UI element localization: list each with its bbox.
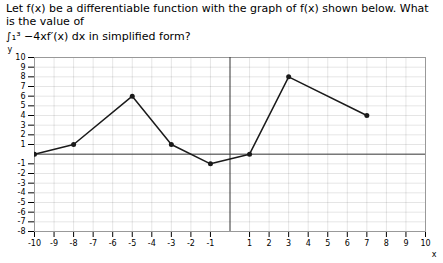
html-text:Let f(x) be a differentiable f: Let f(x) be a differentiable function wi… (6, 2, 429, 28)
svg-text:-10: -10 (28, 239, 41, 248)
svg-text:7: 7 (364, 239, 369, 248)
svg-text:1: 1 (247, 239, 252, 248)
svg-text:1: 1 (20, 140, 25, 149)
svg-text:2: 2 (267, 239, 272, 248)
svg-text:-7: -7 (18, 217, 26, 226)
svg-text:9: 9 (403, 239, 408, 248)
svg-text:-2: -2 (18, 169, 26, 178)
svg-text:10: 10 (420, 239, 430, 248)
svg-text:4: 4 (306, 239, 311, 248)
svg-text:-8: -8 (18, 227, 26, 236)
svg-text:-3: -3 (18, 179, 26, 188)
svg-text:7: 7 (20, 82, 25, 91)
svg-text:-7: -7 (89, 239, 97, 248)
svg-text:-2: -2 (187, 239, 195, 248)
svg-text:-6: -6 (109, 239, 117, 248)
svg-text:-6: -6 (18, 208, 26, 217)
svg-text:x: x (432, 250, 437, 259)
svg-text:3: 3 (20, 121, 25, 130)
svg-text:9: 9 (20, 63, 25, 72)
svg-text:-4: -4 (148, 239, 156, 248)
svg-text:6: 6 (345, 239, 350, 248)
svg-text:-1: -1 (206, 239, 214, 248)
svg-text:-4: -4 (18, 188, 26, 197)
svg-text:-8: -8 (70, 239, 78, 248)
svg-text:6: 6 (20, 92, 25, 101)
svg-text:-5: -5 (128, 239, 136, 248)
svg-text:5: 5 (325, 239, 330, 248)
svg-text:-5: -5 (18, 198, 26, 207)
svg-text:-1: -1 (18, 159, 26, 168)
svg-text:10: 10 (15, 53, 25, 62)
svg-text:5: 5 (20, 101, 25, 110)
svg-text:4: 4 (20, 111, 25, 120)
svg-text:-9: -9 (50, 239, 58, 248)
svg-text:8: 8 (384, 239, 389, 248)
svg-text:3: 3 (286, 239, 291, 248)
svg-text:8: 8 (20, 72, 25, 81)
svg-text:2: 2 (20, 130, 25, 139)
svg-text:-3: -3 (167, 239, 175, 248)
html-text:∫₁³ −4xf′(x) dx in simplified: ∫₁³ −4xf′(x) dx in simplified form? (6, 30, 191, 43)
svg-text:y: y (8, 45, 13, 54)
